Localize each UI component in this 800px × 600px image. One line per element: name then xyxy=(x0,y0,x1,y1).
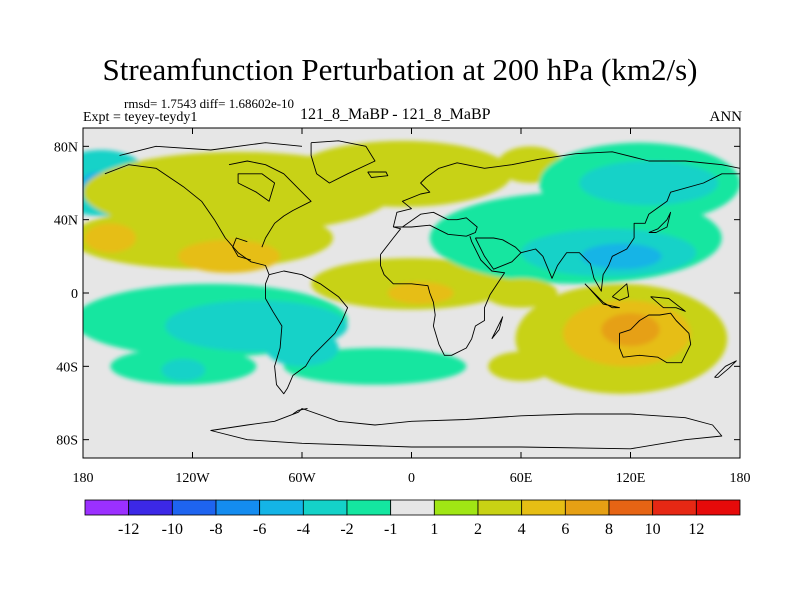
contour-region xyxy=(581,243,662,270)
y-tick-label: 0 xyxy=(71,287,78,302)
contour-region xyxy=(387,282,454,304)
colorbar-swatch xyxy=(259,499,304,516)
colorbar-swatch xyxy=(84,499,130,516)
contour-region xyxy=(177,239,281,273)
chart-title: Streamfunction Perturbation at 200 hPa (… xyxy=(102,52,698,87)
coastline xyxy=(310,140,376,184)
contour-region xyxy=(84,223,136,253)
coastline xyxy=(104,164,270,275)
map-outline xyxy=(104,140,740,450)
contour-region xyxy=(488,351,554,382)
contour-region xyxy=(161,359,206,381)
colorbar-swatch xyxy=(215,499,261,516)
coastline xyxy=(619,312,692,364)
coastline xyxy=(584,283,620,309)
x-tick-label: 180 xyxy=(730,471,751,486)
coastline xyxy=(612,283,630,301)
x-tick-label: 60E xyxy=(510,471,533,486)
x-tick-label: 0 xyxy=(408,471,415,486)
colorbar-label: 6 xyxy=(561,521,569,538)
colorbar-swatch xyxy=(521,499,566,516)
axes: 180 120W 60W 0 60E 120E 180 80N 40N 0 40S 80S xyxy=(54,128,751,486)
coastline xyxy=(210,408,723,450)
y-tick-label: 80S xyxy=(56,434,78,449)
colorbar-label: 8 xyxy=(605,521,613,538)
colorbar-swatch xyxy=(171,499,217,516)
coastline xyxy=(520,173,740,292)
contour-region xyxy=(292,140,512,207)
colorbar-swatch xyxy=(433,499,479,516)
experiment-label: Expt = teyey-teydy1 xyxy=(83,110,198,125)
coastline xyxy=(650,296,686,312)
colorbar-swatch xyxy=(564,499,610,516)
colorbar-label: -6 xyxy=(253,521,266,538)
case-label: 121_8_MaBP - 121_8_MaBP xyxy=(300,106,491,123)
contour-region xyxy=(265,329,339,367)
colorbar-label: -12 xyxy=(118,521,139,538)
colorbar-label: -2 xyxy=(340,521,353,538)
colorbar-label: 2 xyxy=(474,521,482,538)
colorbar-label: -4 xyxy=(297,521,310,538)
x-tick-label: 120E xyxy=(616,471,646,486)
contour-region xyxy=(484,278,558,308)
colorbar-swatch xyxy=(128,499,173,516)
coastline xyxy=(393,211,478,237)
colorbar-swatch xyxy=(346,499,392,516)
colorbar-label: 10 xyxy=(645,521,661,538)
colorbar-label: -8 xyxy=(209,521,222,538)
coastline xyxy=(237,173,276,202)
colorbar-label: 4 xyxy=(518,521,526,538)
colorbar-swatch xyxy=(390,499,435,516)
coastline xyxy=(380,236,506,356)
colorbar-swatch xyxy=(477,499,523,516)
x-tick-label: 180 xyxy=(73,471,94,486)
coastline xyxy=(491,316,504,340)
colorbar-swatch xyxy=(695,499,741,516)
coastline xyxy=(392,151,740,228)
coastline xyxy=(228,160,312,248)
colorbar-swatch xyxy=(302,499,348,516)
coastline xyxy=(292,408,308,415)
x-tick-label: 120W xyxy=(175,471,210,486)
y-tick-label: 40N xyxy=(54,214,78,229)
coastline xyxy=(648,211,672,233)
colorbar: -12 -10 -8 -6 -4 -2 -1 1 2 4 6 8 10 12 xyxy=(84,499,741,538)
contour-region xyxy=(579,161,719,205)
coastline xyxy=(380,226,402,255)
coastline xyxy=(265,270,349,395)
season-label: ANN xyxy=(709,109,743,125)
coastline xyxy=(367,171,389,178)
colorbar-label: 12 xyxy=(688,521,704,538)
stats-label: rmsd= 1.7543 diff= 1.68602e-10 xyxy=(124,96,295,111)
colorbar-swatch xyxy=(608,499,654,516)
x-tick-label: 60W xyxy=(288,471,316,486)
coastline xyxy=(119,142,303,156)
coastline xyxy=(232,237,252,261)
colorbar-label: -10 xyxy=(162,521,183,538)
y-tick-label: 40S xyxy=(56,360,78,375)
colorbar-label: 1 xyxy=(430,521,438,538)
coastline xyxy=(714,360,737,378)
y-tick-label: 80N xyxy=(54,140,78,155)
colorbar-label: -1 xyxy=(384,521,397,538)
colorbar-swatch xyxy=(652,499,697,516)
